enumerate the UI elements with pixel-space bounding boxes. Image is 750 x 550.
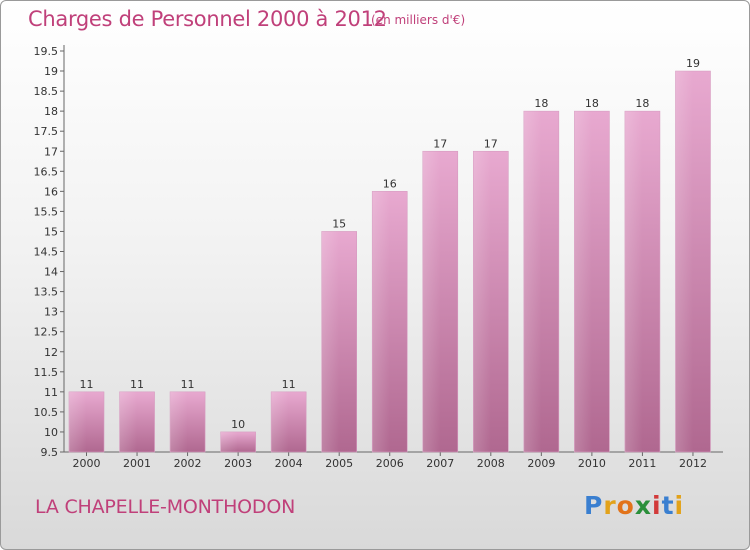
data-label: 11 (130, 378, 144, 391)
y-tick-label: 16.5 (34, 165, 59, 178)
y-tick-label: 18.5 (34, 85, 59, 98)
bar-highlight (321, 231, 340, 452)
bar-highlight (624, 111, 643, 453)
y-tick-label: 11 (44, 386, 58, 399)
data-label: 18 (585, 97, 599, 110)
x-tick-label: 2006 (376, 457, 404, 470)
y-tick-label: 13 (44, 306, 58, 319)
bar-highlight (574, 111, 592, 453)
y-tick-label: 19.5 (34, 45, 59, 58)
x-tick-label: 2011 (628, 457, 656, 470)
y-tick-label: 12 (44, 346, 58, 359)
bar-highlight (675, 71, 693, 453)
logo-letter: i (674, 491, 685, 520)
data-label: 11 (80, 378, 94, 391)
bar-highlight (372, 191, 390, 452)
commune-name: LA CHAPELLE-MONTHODON (35, 496, 296, 518)
y-tick-label: 19 (44, 65, 58, 78)
x-tick-label: 2012 (679, 457, 707, 470)
bar-highlight (271, 391, 289, 452)
chart-labels: 2000 11 2001 11 2002 11 2003 10 2004 11 2005 15 2006… (73, 57, 707, 470)
x-tick-label: 2009 (527, 457, 555, 470)
y-tick-label: 18 (44, 105, 58, 118)
y-tick-label: 17.5 (34, 125, 59, 138)
y-tick-label: 17 (44, 145, 58, 158)
x-tick-label: 2005 (325, 457, 353, 470)
bar-highlight (69, 391, 87, 452)
data-label: 18 (534, 97, 548, 110)
chart-title: Charges de Personnel 2000 à 2012 (28, 7, 387, 31)
data-label: 15 (332, 217, 346, 230)
bar-highlight (422, 151, 441, 452)
x-tick-label: 2002 (174, 457, 202, 470)
y-tick-label: 15.5 (34, 205, 59, 218)
bar-highlight (220, 431, 239, 452)
y-tick-label: 15 (44, 225, 58, 238)
proxiti-logo: Proxiti (584, 491, 684, 520)
bar-highlight (170, 391, 188, 452)
data-label: 18 (635, 97, 649, 110)
x-tick-label: 2000 (73, 457, 101, 470)
y-tick-label: 12.5 (34, 326, 59, 339)
bar-highlight (119, 391, 138, 452)
data-label: 10 (231, 418, 245, 431)
chart-axes: 9.5 10 10.5 11 11.5 12 12.5 13 13.5 14 14.5 15 15.5 1… (34, 45, 723, 459)
y-tick-label: 11.5 (34, 366, 59, 379)
y-tick-label: 9.5 (41, 446, 59, 459)
y-tick-label: 14.5 (34, 246, 59, 259)
logo-letter: i (652, 491, 662, 520)
logo-letter: t (661, 491, 675, 520)
chart-subtitle: (en milliers d'€) (371, 13, 466, 27)
data-label: 17 (484, 137, 498, 150)
data-label: 11 (181, 378, 195, 391)
bar-highlight (523, 111, 542, 453)
bar-highlight (473, 151, 491, 452)
data-label: 16 (383, 177, 397, 190)
x-tick-label: 2001 (123, 457, 151, 470)
logo-letter: r (603, 491, 617, 520)
logo-letter: o (616, 491, 635, 520)
y-tick-label: 10.5 (34, 406, 59, 419)
data-label: 11 (282, 378, 296, 391)
y-tick-label: 13.5 (34, 286, 59, 299)
logo-letter: x (634, 491, 652, 520)
y-tick-label: 16 (44, 185, 58, 198)
x-tick-label: 2007 (426, 457, 454, 470)
data-label: 19 (686, 57, 700, 70)
x-tick-label: 2003 (224, 457, 252, 470)
chart-bars (68, 70, 711, 453)
y-tick-label: 10 (44, 426, 58, 439)
data-label: 17 (433, 137, 447, 150)
y-tick-label: 14 (44, 266, 58, 279)
x-tick-label: 2010 (578, 457, 606, 470)
x-tick-label: 2008 (477, 457, 505, 470)
logo-letter: P (584, 491, 604, 520)
x-tick-label: 2004 (275, 457, 303, 470)
